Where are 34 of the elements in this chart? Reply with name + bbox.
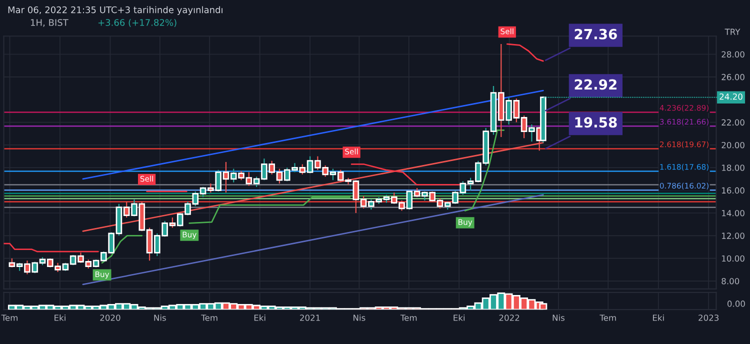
chart-subtitle: +3.66 (+17.82%) xyxy=(98,18,176,27)
x-tick-label: Eki xyxy=(254,314,266,321)
x-tick-label: Eki xyxy=(54,314,66,321)
y-tick-label: 10.00 xyxy=(722,255,744,262)
y-tick-label: 12.00 xyxy=(722,232,744,239)
y-tick-label: 18.00 xyxy=(722,164,744,171)
x-tick-label: Eki xyxy=(652,314,664,321)
x-tick-label: Nis xyxy=(154,314,166,321)
x-tick-label: Nis xyxy=(354,314,366,321)
text: Mar 06, 2022 21:35 UTC+3 tarihinde yayınlandı xyxy=(8,6,222,15)
y-tick-label: 26.00 xyxy=(722,74,744,80)
x-tick-label: Tem xyxy=(1,314,18,321)
y-tick-label: 22.00 xyxy=(722,119,744,126)
y-tick-label: 14.00 xyxy=(722,210,744,216)
annotation: 27.36 xyxy=(574,28,617,40)
chart-title: 1H, BIST xyxy=(30,19,68,27)
x-tick-label: Nis xyxy=(552,314,564,321)
annotation: 19.58 xyxy=(575,117,617,128)
y-tick-label: 20.00 xyxy=(722,142,744,148)
x-tick-label: 2020 xyxy=(100,314,120,321)
y-axis-title: TRY xyxy=(724,28,740,35)
x-tick-label: Tem xyxy=(201,314,218,321)
x-tick-label: 2023 xyxy=(698,314,719,321)
x-tick-label: 2022 xyxy=(499,314,520,321)
annotation: 24.20 xyxy=(720,93,742,100)
x-tick-label: Tem xyxy=(400,314,417,321)
x-tick-label: Tem xyxy=(600,314,616,321)
y-tick-label: 8.00 xyxy=(722,278,740,284)
text: 0.00 xyxy=(727,300,745,307)
x-tick-label: 2021 xyxy=(300,314,320,321)
annotation: 22.92 xyxy=(574,79,616,90)
x-tick-label: Eki xyxy=(454,314,465,321)
y-tick-label: 16.00 xyxy=(722,187,744,194)
y-tick-label: 28.00 xyxy=(722,51,744,58)
